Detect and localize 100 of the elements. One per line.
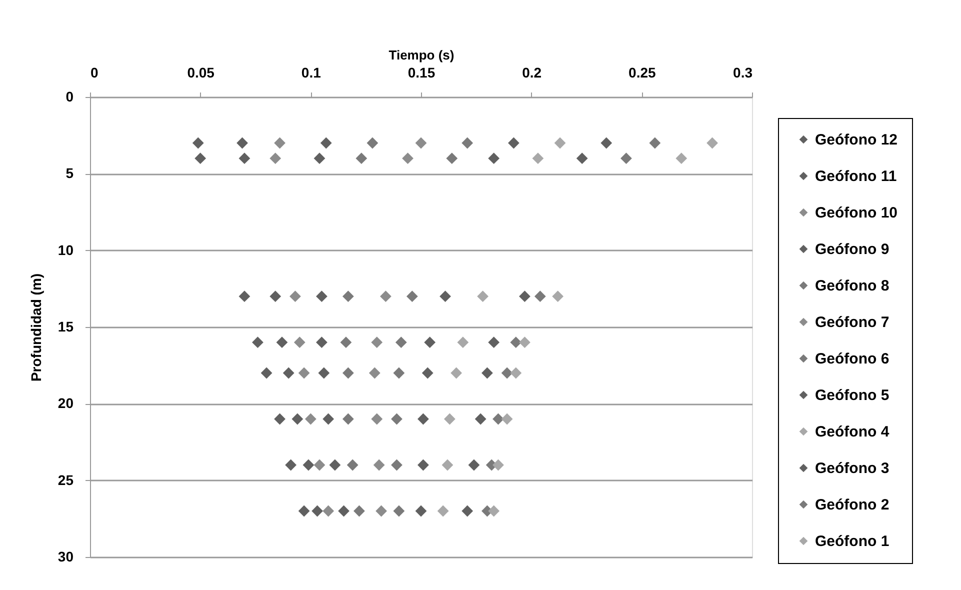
point bbox=[534, 290, 546, 302]
point bbox=[437, 505, 449, 517]
point bbox=[462, 137, 474, 149]
point bbox=[391, 459, 402, 471]
point bbox=[402, 152, 414, 164]
point bbox=[508, 137, 520, 149]
point bbox=[462, 505, 474, 517]
x-tick-label: 0 bbox=[90, 64, 98, 80]
point bbox=[395, 336, 407, 348]
point bbox=[376, 505, 387, 517]
point bbox=[468, 459, 480, 471]
point bbox=[292, 413, 304, 425]
point bbox=[482, 367, 493, 379]
point bbox=[346, 459, 358, 471]
point bbox=[552, 290, 564, 302]
point bbox=[356, 152, 368, 164]
y-tick-label: 30 bbox=[58, 548, 74, 564]
point bbox=[238, 290, 250, 302]
point bbox=[450, 367, 462, 379]
point bbox=[320, 137, 332, 149]
point bbox=[391, 413, 402, 425]
point bbox=[510, 367, 522, 379]
point bbox=[474, 413, 486, 425]
point bbox=[488, 152, 500, 164]
point bbox=[706, 137, 718, 149]
point bbox=[477, 290, 488, 302]
legend-label: Geófono 8 bbox=[815, 278, 890, 294]
y-tick-label: 0 bbox=[66, 88, 74, 104]
y-tick-label: 15 bbox=[58, 318, 74, 334]
point bbox=[676, 152, 688, 164]
y-tick-label: 5 bbox=[66, 165, 74, 182]
x-tick-label: 0.1 bbox=[301, 64, 322, 80]
y-tick-label: 25 bbox=[58, 472, 74, 488]
point bbox=[444, 413, 456, 425]
point bbox=[424, 336, 436, 348]
legend-label: Geófono 10 bbox=[815, 204, 898, 222]
point bbox=[488, 505, 500, 517]
y-tick-label: 20 bbox=[58, 395, 74, 412]
x-tick-label: 0.2 bbox=[522, 64, 542, 80]
legend-label: Geófono 4 bbox=[815, 424, 890, 440]
point bbox=[406, 290, 418, 302]
point bbox=[342, 413, 354, 425]
point bbox=[318, 367, 330, 379]
point bbox=[290, 290, 301, 302]
point bbox=[285, 459, 297, 471]
point bbox=[366, 137, 378, 149]
point bbox=[380, 290, 392, 302]
point bbox=[519, 290, 530, 302]
x-tick-label: 0.3 bbox=[733, 64, 753, 80]
point bbox=[316, 290, 328, 302]
legend-label: Geófono 6 bbox=[815, 350, 890, 368]
point bbox=[501, 413, 513, 425]
point bbox=[274, 413, 286, 425]
point bbox=[194, 152, 206, 164]
legend-label: Geófono 12 bbox=[815, 132, 898, 148]
legend-label: Geófono 1 bbox=[815, 533, 890, 550]
point bbox=[576, 152, 588, 164]
point bbox=[501, 367, 513, 379]
point bbox=[393, 367, 405, 379]
legend-label: Geófono 3 bbox=[815, 460, 890, 477]
point bbox=[371, 336, 383, 348]
x-tick-label: 0.15 bbox=[408, 64, 436, 80]
point bbox=[620, 152, 632, 164]
point bbox=[304, 413, 316, 425]
point bbox=[418, 413, 429, 425]
point bbox=[532, 152, 544, 164]
point bbox=[238, 152, 250, 164]
point bbox=[316, 336, 328, 348]
point bbox=[260, 367, 272, 379]
legend-label: Geófono 5 bbox=[815, 387, 890, 404]
legend-label: Geófono 11 bbox=[815, 168, 897, 185]
point bbox=[322, 505, 334, 517]
point bbox=[415, 505, 427, 517]
point bbox=[329, 459, 341, 471]
point bbox=[270, 152, 282, 164]
point bbox=[368, 367, 380, 379]
point bbox=[298, 505, 310, 517]
point bbox=[338, 505, 350, 517]
point bbox=[371, 413, 383, 425]
point bbox=[649, 137, 661, 149]
point bbox=[270, 290, 282, 302]
point bbox=[519, 336, 530, 348]
y-tick-label: 10 bbox=[58, 242, 74, 258]
point bbox=[340, 336, 352, 348]
point bbox=[393, 505, 405, 517]
point bbox=[418, 459, 429, 471]
x-tick-label: 0.25 bbox=[628, 64, 656, 80]
point bbox=[510, 336, 522, 348]
point bbox=[282, 367, 294, 379]
point bbox=[457, 336, 469, 348]
y-axis-title: Profundidad (m) bbox=[28, 273, 44, 382]
point bbox=[302, 459, 314, 471]
x-tick-label: 0.05 bbox=[187, 64, 215, 80]
legend-label: Geófono 2 bbox=[815, 496, 890, 514]
point bbox=[342, 290, 354, 302]
point bbox=[192, 137, 204, 149]
point bbox=[442, 459, 454, 471]
point bbox=[252, 336, 264, 348]
point bbox=[492, 459, 504, 471]
point bbox=[446, 152, 458, 164]
